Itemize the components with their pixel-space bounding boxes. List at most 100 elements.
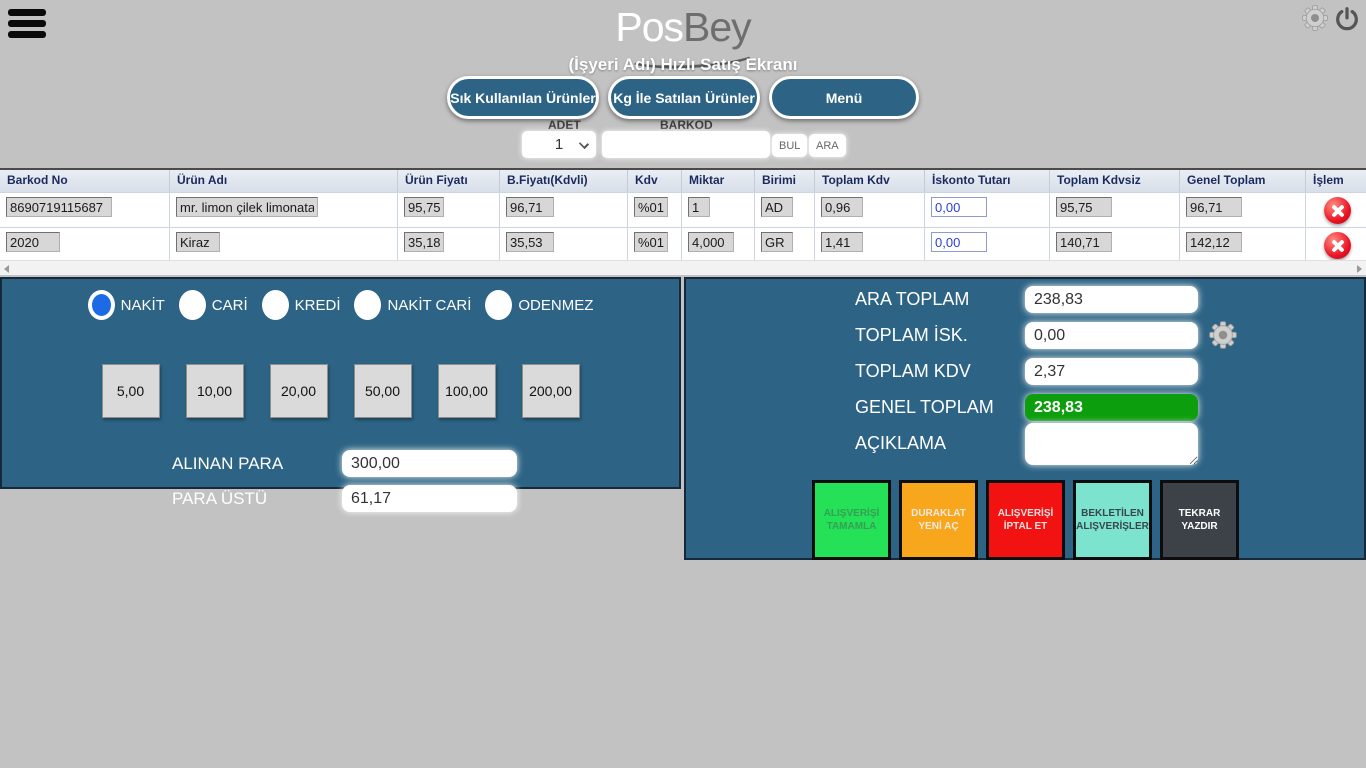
reprint-button[interactable]: TEKRAR YAZDIR bbox=[1160, 480, 1239, 560]
radio-nakit-cari[interactable]: NAKİT CARİ bbox=[354, 290, 471, 320]
col-miktar: Miktar bbox=[682, 170, 755, 192]
cash-50-button[interactable]: 50,00 bbox=[353, 364, 412, 418]
col-toplam-kdvsiz: Toplam Kdvsiz bbox=[1050, 170, 1180, 192]
genel-toplam-input bbox=[1025, 394, 1198, 421]
row-birimi-input bbox=[761, 232, 793, 252]
delete-row-icon[interactable] bbox=[1324, 197, 1351, 224]
radio-label: KREDİ bbox=[294, 296, 341, 314]
barcode-label: BARKOD bbox=[660, 118, 713, 132]
row-urun-adi-input bbox=[176, 197, 318, 217]
row-b-fiyati-input bbox=[506, 232, 554, 252]
barcode-input[interactable] bbox=[602, 131, 770, 158]
col-barkod-no: Barkod No bbox=[0, 170, 170, 192]
table-horizontal-scrollbar[interactable] bbox=[0, 260, 1366, 275]
settings-gear-icon[interactable] bbox=[1300, 3, 1330, 33]
menu-button[interactable]: Menü bbox=[769, 76, 919, 119]
row-urun-fiyati-input bbox=[404, 232, 444, 252]
row-miktar-input bbox=[688, 232, 734, 252]
radio-circle[interactable] bbox=[261, 290, 289, 320]
col-genel-toplam: Genel Toplam bbox=[1180, 170, 1306, 192]
radio-nakit[interactable]: NAKİT bbox=[87, 290, 165, 320]
row-iskonto-input[interactable] bbox=[931, 232, 987, 252]
power-logout-icon[interactable] bbox=[1334, 6, 1360, 32]
aciklama-textarea[interactable] bbox=[1025, 422, 1198, 465]
logo-part-pos: Pos bbox=[615, 4, 684, 50]
table-row bbox=[0, 192, 1366, 227]
payment-panel: NAKİT CARİ KREDİ NAKİT CARİ ODENMEZ 5,00… bbox=[0, 277, 681, 512]
row-b-fiyati-input bbox=[506, 197, 554, 217]
radio-circle[interactable] bbox=[485, 290, 513, 320]
col-urun-adi: Ürün Adı bbox=[170, 170, 398, 192]
row-toplam-kdvsiz-input bbox=[1056, 197, 1112, 217]
col-kdv: Kdv bbox=[628, 170, 682, 192]
col-islem: İşlem bbox=[1313, 173, 1344, 187]
scroll-right-icon[interactable] bbox=[1357, 265, 1362, 273]
radio-cari[interactable]: CARİ bbox=[178, 290, 248, 320]
col-iskonto-tutari: İskonto Tutarı bbox=[925, 170, 1050, 192]
para-ustu-label: PARA ÜSTÜ bbox=[172, 488, 268, 508]
action-buttons-row: ALIŞVERİŞİ TAMAMLA DURAKLAT YENİ AÇ ALIŞ… bbox=[812, 480, 1239, 560]
payment-method-radios: NAKİT CARİ KREDİ NAKİT CARİ ODENMEZ bbox=[2, 290, 679, 320]
quantity-select[interactable]: 1 bbox=[522, 131, 596, 158]
alinan-para-input[interactable] bbox=[342, 450, 517, 477]
radio-kredi[interactable]: KREDİ bbox=[261, 290, 341, 320]
row-kdv-input bbox=[634, 197, 668, 217]
cancel-sale-button[interactable]: ALIŞVERİŞİ İPTAL ET bbox=[986, 480, 1065, 560]
radio-label: NAKİT CARİ bbox=[387, 296, 472, 314]
col-b-fiyati: B.Fiyatı(Kdvli) bbox=[500, 170, 628, 192]
complete-sale-button[interactable]: ALIŞVERİŞİ TAMAMLA bbox=[812, 480, 891, 560]
discount-gear-icon[interactable] bbox=[1207, 319, 1239, 351]
row-iskonto-input[interactable] bbox=[931, 197, 987, 217]
cash-10-button[interactable]: 10,00 bbox=[185, 364, 244, 418]
totals-panel: ARA TOPLAM TOPLAM İSK. TOPLAM KDV GENEL … bbox=[684, 277, 1366, 560]
col-toplam-kdv: Toplam Kdv bbox=[815, 170, 925, 192]
alinan-para-label: ALINAN PARA bbox=[172, 453, 284, 473]
delete-row-icon[interactable] bbox=[1324, 232, 1351, 259]
row-miktar-input bbox=[688, 197, 710, 217]
row-urun-fiyati-input bbox=[404, 197, 444, 217]
toplam-kdv-label: TOPLAM KDV bbox=[855, 361, 971, 381]
cash-5-button[interactable]: 5,00 bbox=[101, 364, 160, 418]
app-logo: PosBey bbox=[0, 4, 1366, 51]
pause-open-new-button[interactable]: DURAKLAT YENİ AÇ bbox=[899, 480, 978, 560]
quantity-barcode-row: ADET BARKOD 1 BUL ARA bbox=[0, 118, 1366, 162]
radio-label: ODENMEZ bbox=[518, 296, 594, 314]
aciklama-label: AÇIKLAMA bbox=[855, 433, 947, 453]
radio-label: CARİ bbox=[211, 296, 248, 314]
toplam-isk-input[interactable] bbox=[1025, 322, 1198, 349]
quantity-label: ADET bbox=[548, 118, 581, 132]
para-ustu-input[interactable] bbox=[342, 485, 517, 512]
menu-hamburger-icon[interactable] bbox=[8, 9, 48, 43]
row-genel-toplam-input bbox=[1186, 232, 1242, 252]
search-button[interactable]: ARA bbox=[809, 134, 846, 157]
products-table: Barkod No Ürün Adı Ürün Fiyatı B.Fiyatı(… bbox=[0, 168, 1366, 262]
frequent-products-button[interactable]: Sık Kullanılan Ürünler bbox=[447, 76, 599, 119]
held-sales-button[interactable]: BEKLETİLEN ALIŞVERİŞLER bbox=[1073, 480, 1152, 560]
row-toplam-kdv-input bbox=[821, 197, 863, 217]
cash-20-button[interactable]: 20,00 bbox=[269, 364, 328, 418]
table-header-row: Barkod No Ürün Adı Ürün Fiyatı B.Fiyatı(… bbox=[0, 170, 1366, 192]
kg-products-button[interactable]: Kg İle Satılan Ürünler bbox=[608, 76, 760, 119]
radio-circle[interactable] bbox=[354, 290, 382, 320]
radio-odenmez[interactable]: ODENMEZ bbox=[485, 290, 593, 320]
cash-200-button[interactable]: 200,00 bbox=[521, 364, 580, 418]
radio-circle[interactable] bbox=[178, 290, 206, 320]
row-toplam-kdv-input bbox=[821, 232, 863, 252]
table-row bbox=[0, 227, 1366, 262]
row-barkod-input bbox=[6, 197, 112, 217]
row-kdv-input bbox=[634, 232, 668, 252]
row-barkod-input bbox=[6, 232, 60, 252]
nav-buttons-row: Sık Kullanılan Ürünler Kg İle Satılan Ür… bbox=[0, 76, 1366, 119]
ara-toplam-label: ARA TOPLAM bbox=[855, 289, 970, 309]
radio-label: NAKİT bbox=[120, 296, 165, 314]
scroll-left-icon[interactable] bbox=[4, 265, 9, 273]
radio-circle[interactable] bbox=[87, 290, 115, 320]
col-birimi: Birimi bbox=[755, 170, 815, 192]
ara-toplam-input bbox=[1025, 286, 1198, 313]
quantity-value: 1 bbox=[554, 136, 564, 153]
find-button[interactable]: BUL bbox=[772, 134, 808, 157]
page-title: (İşyeri Adı) Hızlı Satış Ekranı bbox=[568, 55, 798, 74]
col-urun-fiyati: Ürün Fiyatı bbox=[398, 170, 500, 192]
cash-100-button[interactable]: 100,00 bbox=[437, 364, 496, 418]
logo-part-bey: Bey bbox=[683, 4, 752, 50]
